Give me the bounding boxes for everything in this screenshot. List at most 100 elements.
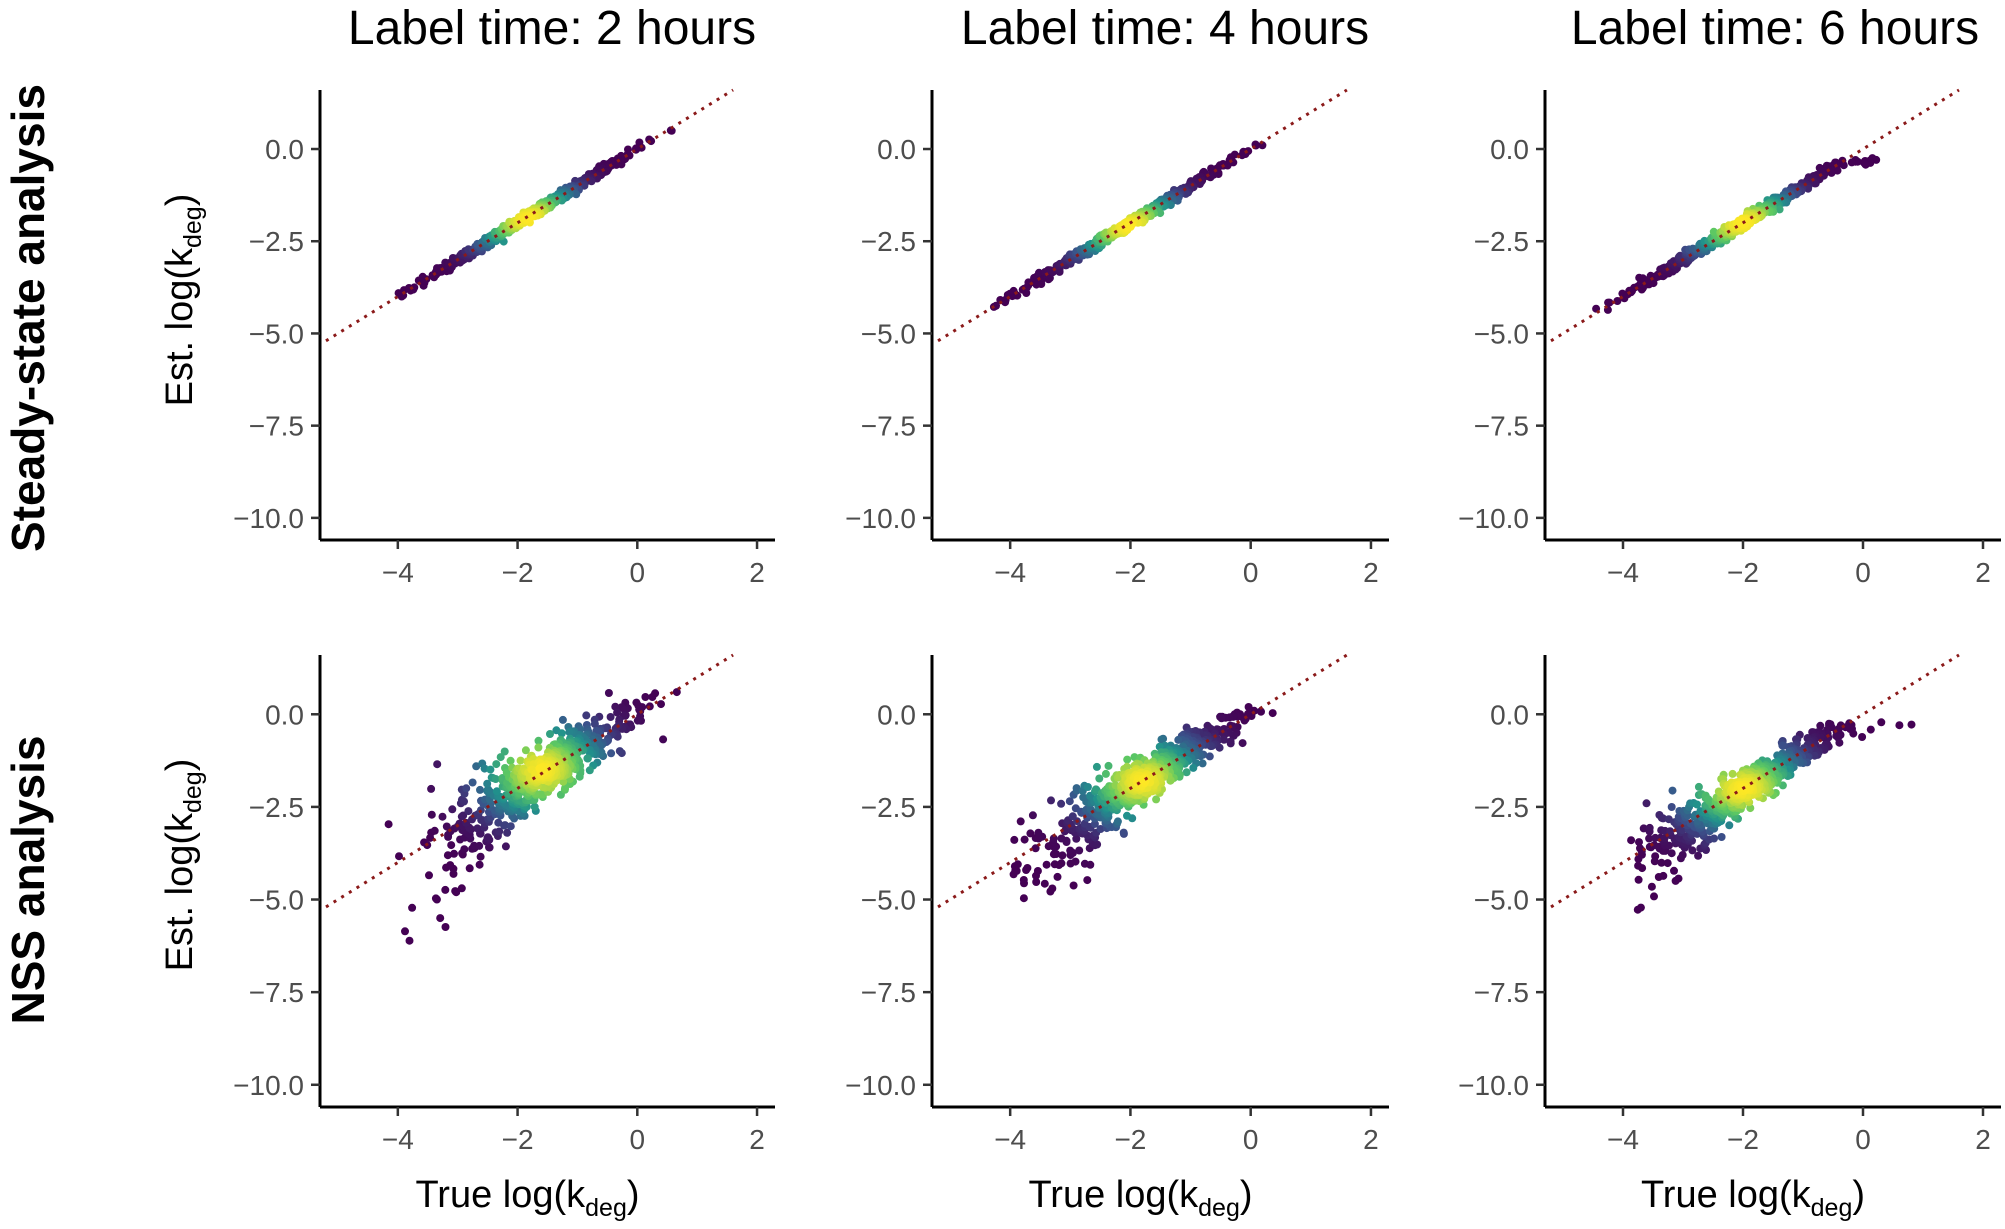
y-tick-label: −10.0 (233, 1070, 304, 1101)
scatter-point (1220, 735, 1228, 744)
scatter-point (1049, 834, 1058, 843)
x-tick-label: 2 (1975, 1124, 1991, 1155)
x-tick-label: 0 (1855, 557, 1871, 588)
scatter-point (615, 747, 624, 756)
scatter-point (486, 765, 495, 774)
scatter-point (583, 754, 592, 763)
scatter-point (1026, 829, 1035, 838)
scatter-point (1152, 795, 1161, 804)
scatter-point (485, 843, 494, 852)
x-tick-label: 0 (1243, 557, 1259, 588)
scatter-point (557, 729, 566, 738)
scatter-point (1693, 800, 1701, 809)
scatter-point (667, 126, 676, 135)
scatter-point (1182, 768, 1191, 777)
scatter-point (1613, 297, 1622, 305)
x-axis-title: True log(kdeg) (415, 1174, 639, 1222)
scatter-point (447, 841, 456, 850)
scatter-point (1069, 881, 1078, 890)
scatter-point (495, 827, 504, 836)
scatter-point (436, 914, 445, 923)
scatter-point (1104, 761, 1113, 770)
scatter-point (1123, 755, 1132, 764)
scatter-point (1062, 836, 1071, 845)
scatter-point (1634, 861, 1643, 870)
panel-steady-2h: 0.0 −2.5 −5.0 −7.5 −10.0 −4 −2 0 2 Est. log(kdeg) (159, 88, 775, 588)
x-tick-label: −4 (1607, 1124, 1639, 1155)
scatter-point (1028, 811, 1037, 820)
scatter-point (462, 784, 471, 793)
x-axis-title: True log(kdeg) (1641, 1174, 1865, 1222)
scatter-point (1083, 876, 1092, 885)
scatter-point (565, 728, 574, 737)
scatter-point (441, 923, 450, 931)
scatter-point (1257, 707, 1265, 716)
x-axis-title: True log(kdeg) (1028, 1174, 1252, 1222)
x-tick-label: −2 (1114, 557, 1146, 588)
y-tick-label: −10.0 (845, 503, 916, 534)
x-tick-label: −4 (382, 557, 414, 588)
scatter-point (1048, 884, 1057, 893)
x-tick-label: 0 (630, 557, 646, 588)
scatter-point (448, 805, 457, 814)
scatter-point (1645, 823, 1654, 832)
scatter-point (1877, 718, 1886, 727)
scatter-point (1092, 762, 1101, 771)
scatter-point (1238, 739, 1247, 748)
scatter-point (1866, 725, 1875, 734)
scatter-point (496, 753, 505, 762)
scatter-point (427, 784, 436, 793)
x-tick-label: 2 (1363, 1124, 1379, 1155)
scatter-point (1123, 811, 1131, 820)
scatter-point (501, 842, 510, 851)
scatter-point (558, 715, 567, 724)
x-tick-label: −4 (1607, 557, 1639, 588)
scatter-point (438, 812, 447, 821)
scatter-point (1072, 784, 1081, 793)
scatter-point (1645, 834, 1654, 843)
scatter-point (450, 849, 458, 858)
scatter-point (483, 779, 492, 788)
scatter-point (1101, 769, 1110, 778)
scatter-point (433, 760, 442, 769)
scatter-point (503, 828, 512, 837)
scatter-point (457, 884, 466, 893)
scatter-point (1847, 158, 1856, 167)
scatter-point (472, 762, 481, 771)
scatter-point (1605, 298, 1614, 307)
scatter-point (1810, 751, 1819, 760)
x-tick-label: −2 (1114, 1124, 1146, 1155)
scatter-point (468, 778, 477, 787)
scatter-points (1627, 718, 1916, 914)
scatter-point (648, 693, 657, 701)
scatter-point (460, 845, 469, 854)
y-tick-label: −2.5 (1474, 792, 1529, 823)
scatter-point (1010, 835, 1019, 844)
scatter-point (1678, 851, 1687, 859)
row-label-steady-state: Steady-state analysis (2, 84, 54, 552)
scatter-point (475, 860, 484, 869)
scatter-point (1019, 894, 1028, 903)
y-tick-label: −2.5 (861, 226, 916, 257)
scatter-point (476, 785, 484, 794)
x-tick-label: −2 (502, 557, 534, 588)
scatter-point (633, 716, 642, 725)
scatter-point (1226, 739, 1235, 748)
scatter-point (475, 841, 484, 850)
scatter-point (491, 775, 500, 783)
scatter-point (1835, 738, 1844, 747)
scatter-point (1634, 875, 1643, 884)
scatter-point (1068, 812, 1077, 821)
scatter-point (561, 784, 569, 793)
y-axis-title: Est. log(kdeg) (159, 194, 207, 407)
scatter-point (441, 885, 450, 894)
scatter-point (1635, 838, 1643, 847)
scatter-point (1075, 846, 1084, 855)
column-title-2h: Label time: 2 hours (348, 2, 756, 55)
scatter-point (492, 760, 501, 769)
scatter-point (476, 852, 485, 861)
x-tick-label: −2 (1727, 557, 1759, 588)
scatter-point (460, 797, 468, 806)
y-tick-label: 0.0 (877, 134, 916, 165)
scatter-point (1670, 866, 1678, 875)
